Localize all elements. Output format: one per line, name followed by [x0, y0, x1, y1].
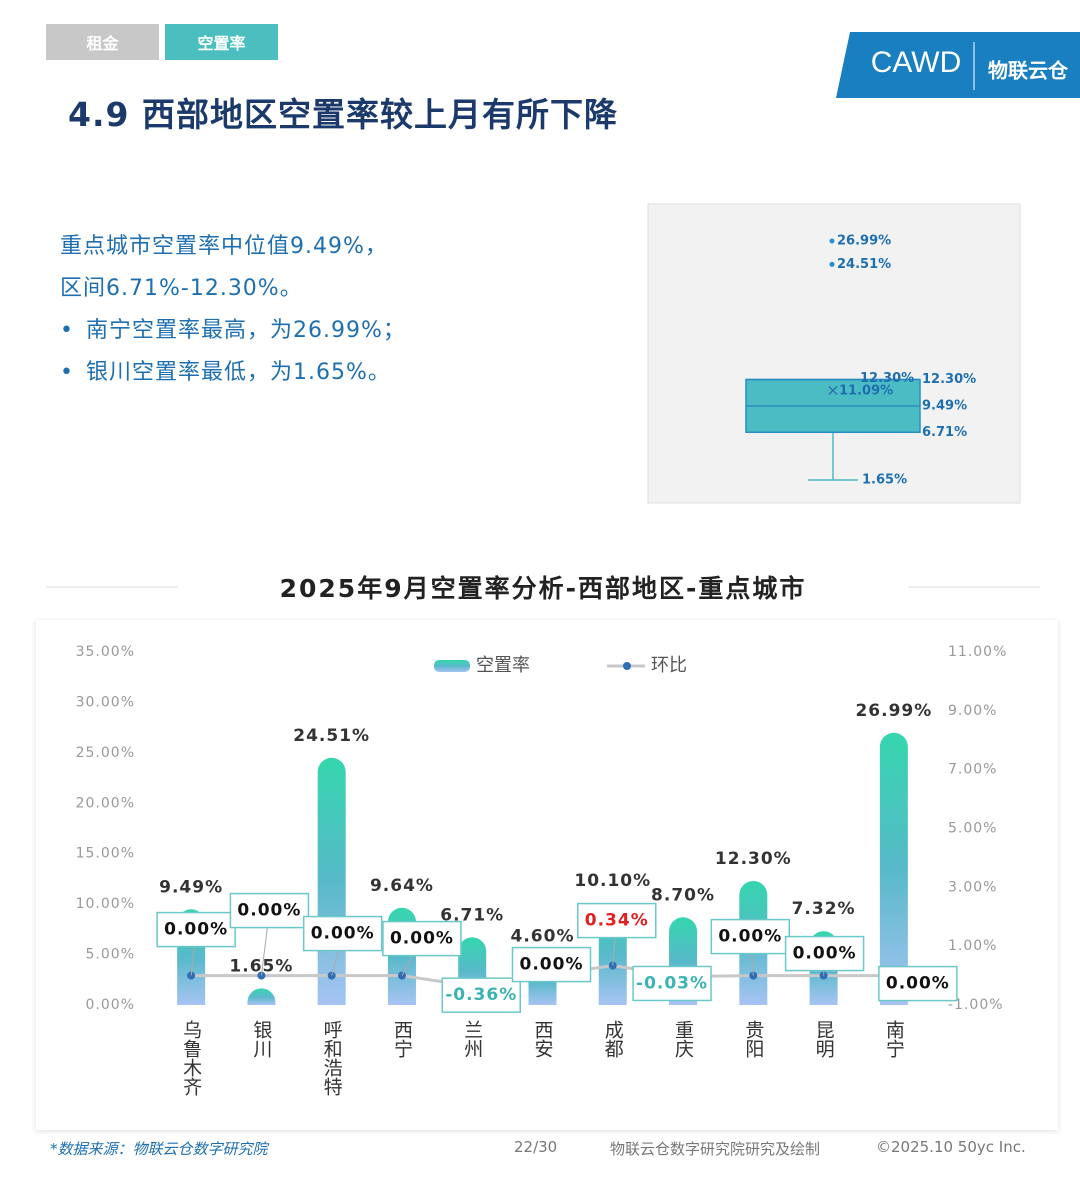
source: *数据来源：物联云仓数字研究院 — [50, 1140, 268, 1158]
y-tick-label: 10.00% — [76, 896, 135, 912]
bar-value-label: 9.64% — [370, 876, 434, 896]
x-tick-label: 重庆 — [672, 1020, 694, 1058]
y2-tick-label: 1.00% — [948, 938, 997, 954]
copyright: ©2025.10 50yc Inc. — [876, 1138, 1026, 1156]
x-tick-label: 西宁 — [391, 1020, 413, 1058]
x-tick-label: 南宁 — [883, 1020, 905, 1058]
bar-value-label: 1.65% — [229, 956, 293, 976]
value-box — [156, 911, 236, 948]
chart-title: 2025年9月空置率分析-西部地区-重点城市 — [280, 574, 807, 603]
bar-value-label: 9.49% — [159, 877, 223, 897]
x-tick-label: 西安 — [532, 1020, 554, 1058]
box-label: 24.51% — [837, 257, 891, 272]
y-tick-label: 35.00% — [76, 644, 135, 660]
outlier — [829, 238, 835, 244]
y-tick-label: 0.00% — [86, 997, 135, 1013]
summary-line: 重点城市空置率中位值9.49%， — [60, 234, 388, 259]
value-box — [229, 892, 310, 929]
line-value-label: 0.00% — [237, 901, 301, 921]
logo: CAWD 物联云仓 — [836, 32, 1080, 98]
box-label: 9.49% — [922, 399, 967, 414]
value-box — [511, 946, 592, 983]
mean-mark: × — [826, 380, 839, 399]
line-value-label: 0.00% — [311, 924, 375, 944]
y-tick-label: 5.00% — [86, 947, 135, 963]
value-box — [441, 977, 521, 1013]
box-label: 26.99% — [837, 234, 891, 249]
bar-value-label: 24.51% — [293, 726, 370, 746]
logo-name: CAWD — [871, 46, 962, 79]
y2-tick-label: 5.00% — [948, 821, 997, 837]
line-value-label: 0.00% — [886, 974, 950, 994]
page-number: 22/30 — [514, 1138, 558, 1156]
line-value-label: -0.03% — [636, 973, 708, 993]
line-value-label: 0.00% — [718, 927, 782, 947]
value-box — [878, 965, 958, 1002]
value-box — [632, 965, 712, 1002]
value-box — [784, 935, 865, 972]
value-box — [382, 920, 462, 957]
legend-swatch — [623, 662, 631, 670]
chart-title-bg — [178, 566, 908, 616]
legend-label: 环比 — [651, 655, 687, 676]
x-tick-label: 昆明 — [813, 1020, 835, 1058]
x-tick-label: 乌鲁木齐 — [180, 1020, 202, 1096]
legend-swatch — [434, 660, 470, 672]
value-box — [577, 902, 657, 939]
box-label: 11.09% — [839, 383, 893, 398]
x-tick-label: 兰州 — [461, 1020, 483, 1058]
logo-bg — [836, 32, 1080, 98]
y2-tick-label: 9.00% — [948, 703, 997, 719]
bar-value-label: 7.32% — [792, 899, 856, 919]
credit: 物联云仓数字研究院研究及绘制 — [610, 1140, 821, 1158]
tab[interactable]: 租金 — [46, 24, 159, 60]
line-value-label: -0.36% — [445, 985, 517, 1005]
bar-value-label: 12.30% — [715, 849, 792, 869]
line-value-label: 0.00% — [520, 955, 584, 975]
x-tick-label: 成都 — [602, 1020, 624, 1058]
bullet: 南宁空置率最高，为26.99%； — [60, 310, 406, 352]
bar-value-label: 6.71% — [440, 905, 504, 925]
y2-tick-label: 7.00% — [948, 762, 997, 778]
x-tick-label: 呼和浩特 — [321, 1020, 343, 1096]
y2-tick-label: 3.00% — [948, 879, 997, 895]
box-label: 1.65% — [862, 473, 907, 488]
page-title: 4.9 西部地区空置率较上月有所下降 — [68, 95, 618, 134]
summary: 重点城市空置率中位值9.49%， 区间6.71%-12.30%。 南宁空置率最高… — [60, 226, 406, 394]
value-box — [710, 918, 791, 955]
box-label: 12.30% — [860, 371, 914, 386]
box-label: 6.71% — [922, 425, 967, 440]
line-value-label: 0.00% — [390, 929, 454, 949]
outlier — [829, 261, 835, 267]
bar-value-label: 26.99% — [855, 701, 932, 721]
y-tick-label: 30.00% — [76, 694, 135, 710]
line-value-label: 0.00% — [793, 944, 857, 964]
legend-label: 空置率 — [476, 655, 530, 676]
y-tick-label: 25.00% — [76, 745, 135, 761]
y-tick-label: 20.00% — [76, 795, 135, 811]
tab[interactable]: 空置率 — [165, 24, 278, 60]
bar-value-label: 8.70% — [651, 885, 715, 905]
y-tick-label: 15.00% — [76, 846, 135, 862]
logo-brand: 物联云仓 — [988, 59, 1069, 83]
box-label: 12.30% — [922, 372, 976, 387]
line-value-label: 0.34% — [585, 911, 649, 931]
y2-tick-label: -1.00% — [948, 997, 1004, 1013]
box-panel — [647, 203, 1021, 504]
value-box — [302, 915, 383, 952]
x-tick-label: 银川 — [250, 1020, 272, 1058]
x-tick-label: 贵阳 — [742, 1020, 764, 1058]
line-value-label: 0.00% — [164, 920, 228, 940]
bar — [879, 732, 908, 1005]
bar-value-label: 4.60% — [511, 927, 575, 947]
bar — [317, 757, 346, 1005]
y2-tick-label: 11.00% — [948, 644, 1007, 660]
bullet: 银川空置率最低，为1.65%。 — [60, 352, 406, 394]
summary-line: 区间6.71%-12.30%。 — [60, 276, 303, 301]
bar-value-label: 10.10% — [574, 871, 651, 891]
bar — [247, 988, 276, 1005]
